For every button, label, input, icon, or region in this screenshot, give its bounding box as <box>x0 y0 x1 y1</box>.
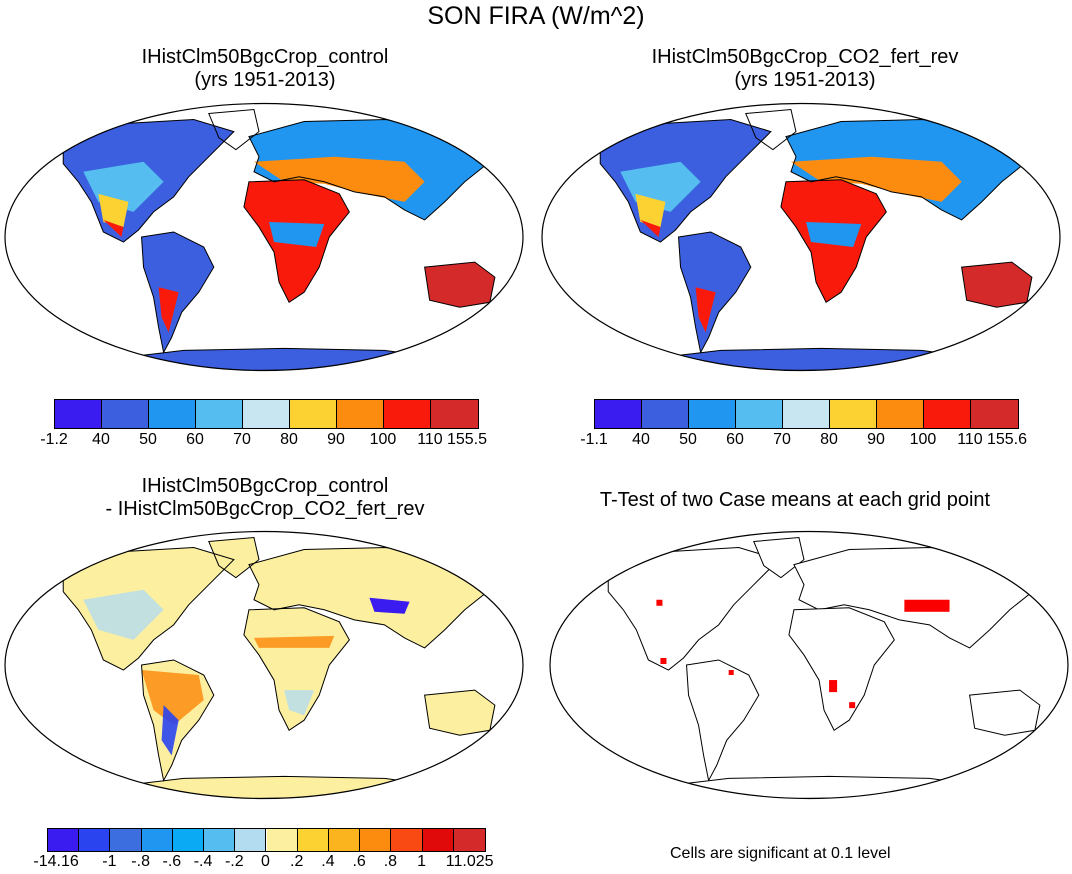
significance-footnote: Cells are significant at 0.1 level <box>670 845 891 862</box>
colorbar-diff-swatch <box>391 829 423 851</box>
colorbar-co2-swatch <box>829 400 877 428</box>
colorbar-control-tick: 70 <box>233 431 251 448</box>
colorbar-diff-tick: 1 <box>417 853 427 870</box>
colorbar-diff-swatch <box>235 829 267 851</box>
colorbar-co2-tick: 40 <box>632 431 650 448</box>
colorbar-control-swatch <box>101 400 149 428</box>
panel-title-diff: IHistClm50BgcCrop_control - IHistClm50Bg… <box>30 475 500 521</box>
colorbar-diff-tick: .4 <box>321 853 335 870</box>
colorbar-diff <box>47 828 486 852</box>
colorbar-control-tick: 50 <box>139 431 157 448</box>
colorbar-control-tick: -1.2 <box>40 431 68 448</box>
colorbar-co2-swatch <box>595 400 642 428</box>
panel-title-control-line1: IHistClm50BgcCrop_control <box>141 46 389 68</box>
colorbar-diff-swatch <box>360 829 392 851</box>
colorbar-diff-tick: 11.025 <box>445 853 494 870</box>
colorbar-co2 <box>594 399 1019 429</box>
colorbar-co2-tick: 90 <box>867 431 885 448</box>
colorbar-co2-tick: 80 <box>820 431 838 448</box>
colorbar-diff-swatch <box>422 829 454 851</box>
colorbar-control-swatch <box>148 400 196 428</box>
colorbar-control-swatch <box>336 400 384 428</box>
colorbar-co2-swatch <box>735 400 783 428</box>
colorbar-diff-ticks: -14.16 -1 -.8 -.6 -.4 -.2 0 .2 .4 .6 .8 … <box>33 853 493 873</box>
colorbar-control-tick: 80 <box>280 431 298 448</box>
panel-title-ttest-line1: T-Test of two Case means at each grid po… <box>599 489 991 511</box>
colorbar-diff-tick: .8 <box>383 853 398 870</box>
colorbar-diff-tick: -.2 <box>224 853 244 870</box>
colorbar-co2-tick: 100 <box>909 431 937 448</box>
colorbar-control-swatch <box>430 400 478 428</box>
panel-title-control: IHistClm50BgcCrop_control (yrs 1951-2013… <box>30 46 500 92</box>
colorbar-co2-tick: 70 <box>773 431 791 448</box>
colorbar-co2-swatch <box>782 400 830 428</box>
colorbar-control-tick: 110 <box>417 431 443 448</box>
colorbar-control-tick: 90 <box>327 431 345 448</box>
panel-title-diff-line1: IHistClm50BgcCrop_control <box>141 475 389 497</box>
colorbar-control-swatch <box>289 400 337 428</box>
colorbar-control-tick: 60 <box>186 431 204 448</box>
colorbar-co2-swatch <box>923 400 971 428</box>
colorbar-diff-tick: -.4 <box>193 853 213 870</box>
colorbar-diff-swatch <box>328 829 361 851</box>
panel-title-co2-line1: IHistClm50BgcCrop_CO2_fert_rev <box>651 46 959 68</box>
colorbar-control-swatch <box>55 400 102 428</box>
colorbar-control-tick: 155.5 <box>446 431 488 448</box>
colorbar-diff-tick: .2 <box>290 853 304 870</box>
colorbar-co2-tick: -1.1 <box>580 431 608 448</box>
colorbar-diff-swatch <box>204 829 236 851</box>
colorbar-diff-tick: -.6 <box>162 853 182 870</box>
colorbar-diff-tick: -1 <box>102 853 117 870</box>
colorbar-diff-swatch <box>48 829 80 851</box>
colorbar-diff-swatch <box>297 829 329 851</box>
colorbar-co2-swatch <box>688 400 736 428</box>
colorbar-control-tick: 100 <box>369 431 397 448</box>
panel-title-ttest: T-Test of two Case means at each grid po… <box>545 489 1045 512</box>
colorbar-co2-tick: 155.6 <box>986 431 1028 448</box>
colorbar-control-tick: 40 <box>92 431 110 448</box>
colorbar-diff-swatch <box>141 829 173 851</box>
colorbar-co2-swatch <box>641 400 689 428</box>
colorbar-diff-swatch <box>79 829 111 851</box>
map-ttest <box>549 530 1069 800</box>
colorbar-diff-tick: .6 <box>352 853 366 870</box>
panel-title-co2: IHistClm50BgcCrop_CO2_fert_rev (yrs 1951… <box>570 46 1040 92</box>
colorbar-diff-tick: 0 <box>261 853 270 870</box>
colorbar-co2-tick: 50 <box>679 431 697 448</box>
colorbar-diff-swatch <box>453 829 485 851</box>
panel-title-co2-line2: (yrs 1951-2013) <box>734 69 876 91</box>
colorbar-control <box>54 399 479 429</box>
colorbar-control-swatch <box>383 400 431 428</box>
colorbar-co2-tick: 110 <box>957 431 983 448</box>
colorbar-diff-swatch <box>110 829 142 851</box>
colorbar-control-ticks: -1.2 40 50 60 70 80 90 100 110 155.5 <box>40 431 487 451</box>
colorbar-co2-swatch <box>970 400 1018 428</box>
colorbar-diff-swatch <box>172 829 205 851</box>
panel-title-diff-line2: - IHistClm50BgcCrop_CO2_fert_rev <box>105 498 425 520</box>
map-co2-fert-rev <box>541 102 1061 372</box>
colorbar-control-swatch <box>195 400 243 428</box>
colorbar-co2-swatch <box>876 400 924 428</box>
map-control <box>4 102 524 372</box>
colorbar-diff-tick: -.8 <box>131 853 150 870</box>
colorbar-diff-swatch <box>266 829 298 851</box>
colorbar-co2-tick: 60 <box>726 431 744 448</box>
colorbar-control-swatch <box>242 400 290 428</box>
panel-title-control-line2: (yrs 1951-2013) <box>194 69 336 91</box>
colorbar-co2-ticks: -1.1 40 50 60 70 80 90 100 110 155.6 <box>580 431 1027 451</box>
figure-title: SON FIRA (W/m^2) <box>427 2 645 30</box>
colorbar-diff-tick: -14.16 <box>33 853 79 870</box>
map-difference <box>4 530 524 800</box>
